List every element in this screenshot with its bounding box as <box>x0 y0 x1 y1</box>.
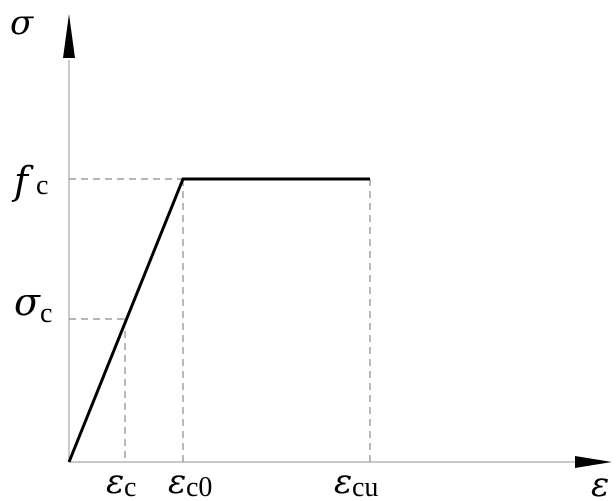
y-axis-symbol: σ <box>10 3 34 43</box>
sigma-c-label: σ c <box>14 280 52 329</box>
y-axis-arrow <box>63 14 75 58</box>
ec0-label-subscript: c0 <box>186 472 212 501</box>
ec-label-subscript: c <box>124 472 136 501</box>
fc-label: f c <box>11 159 48 203</box>
ec-label-symbol: ε <box>106 462 124 501</box>
ec0-label-symbol: ε <box>168 462 186 501</box>
ecu-label-subscript: cu <box>352 472 378 501</box>
stress-strain-curve <box>67 177 370 463</box>
fc-label-symbol: f <box>11 159 34 203</box>
sigma-c-label-subscript: c <box>40 298 52 329</box>
ec-label: ε c <box>106 462 136 501</box>
x-axis-symbol: ε <box>591 465 609 501</box>
sigma-c-label-symbol: σ <box>14 280 41 324</box>
ec0-label: ε c0 <box>168 462 212 501</box>
ecu-label: ε cu <box>334 462 378 501</box>
ecu-label-symbol: ε <box>334 462 352 501</box>
x-axis-arrow <box>575 456 612 468</box>
fc-label-subscript: c <box>36 170 48 201</box>
